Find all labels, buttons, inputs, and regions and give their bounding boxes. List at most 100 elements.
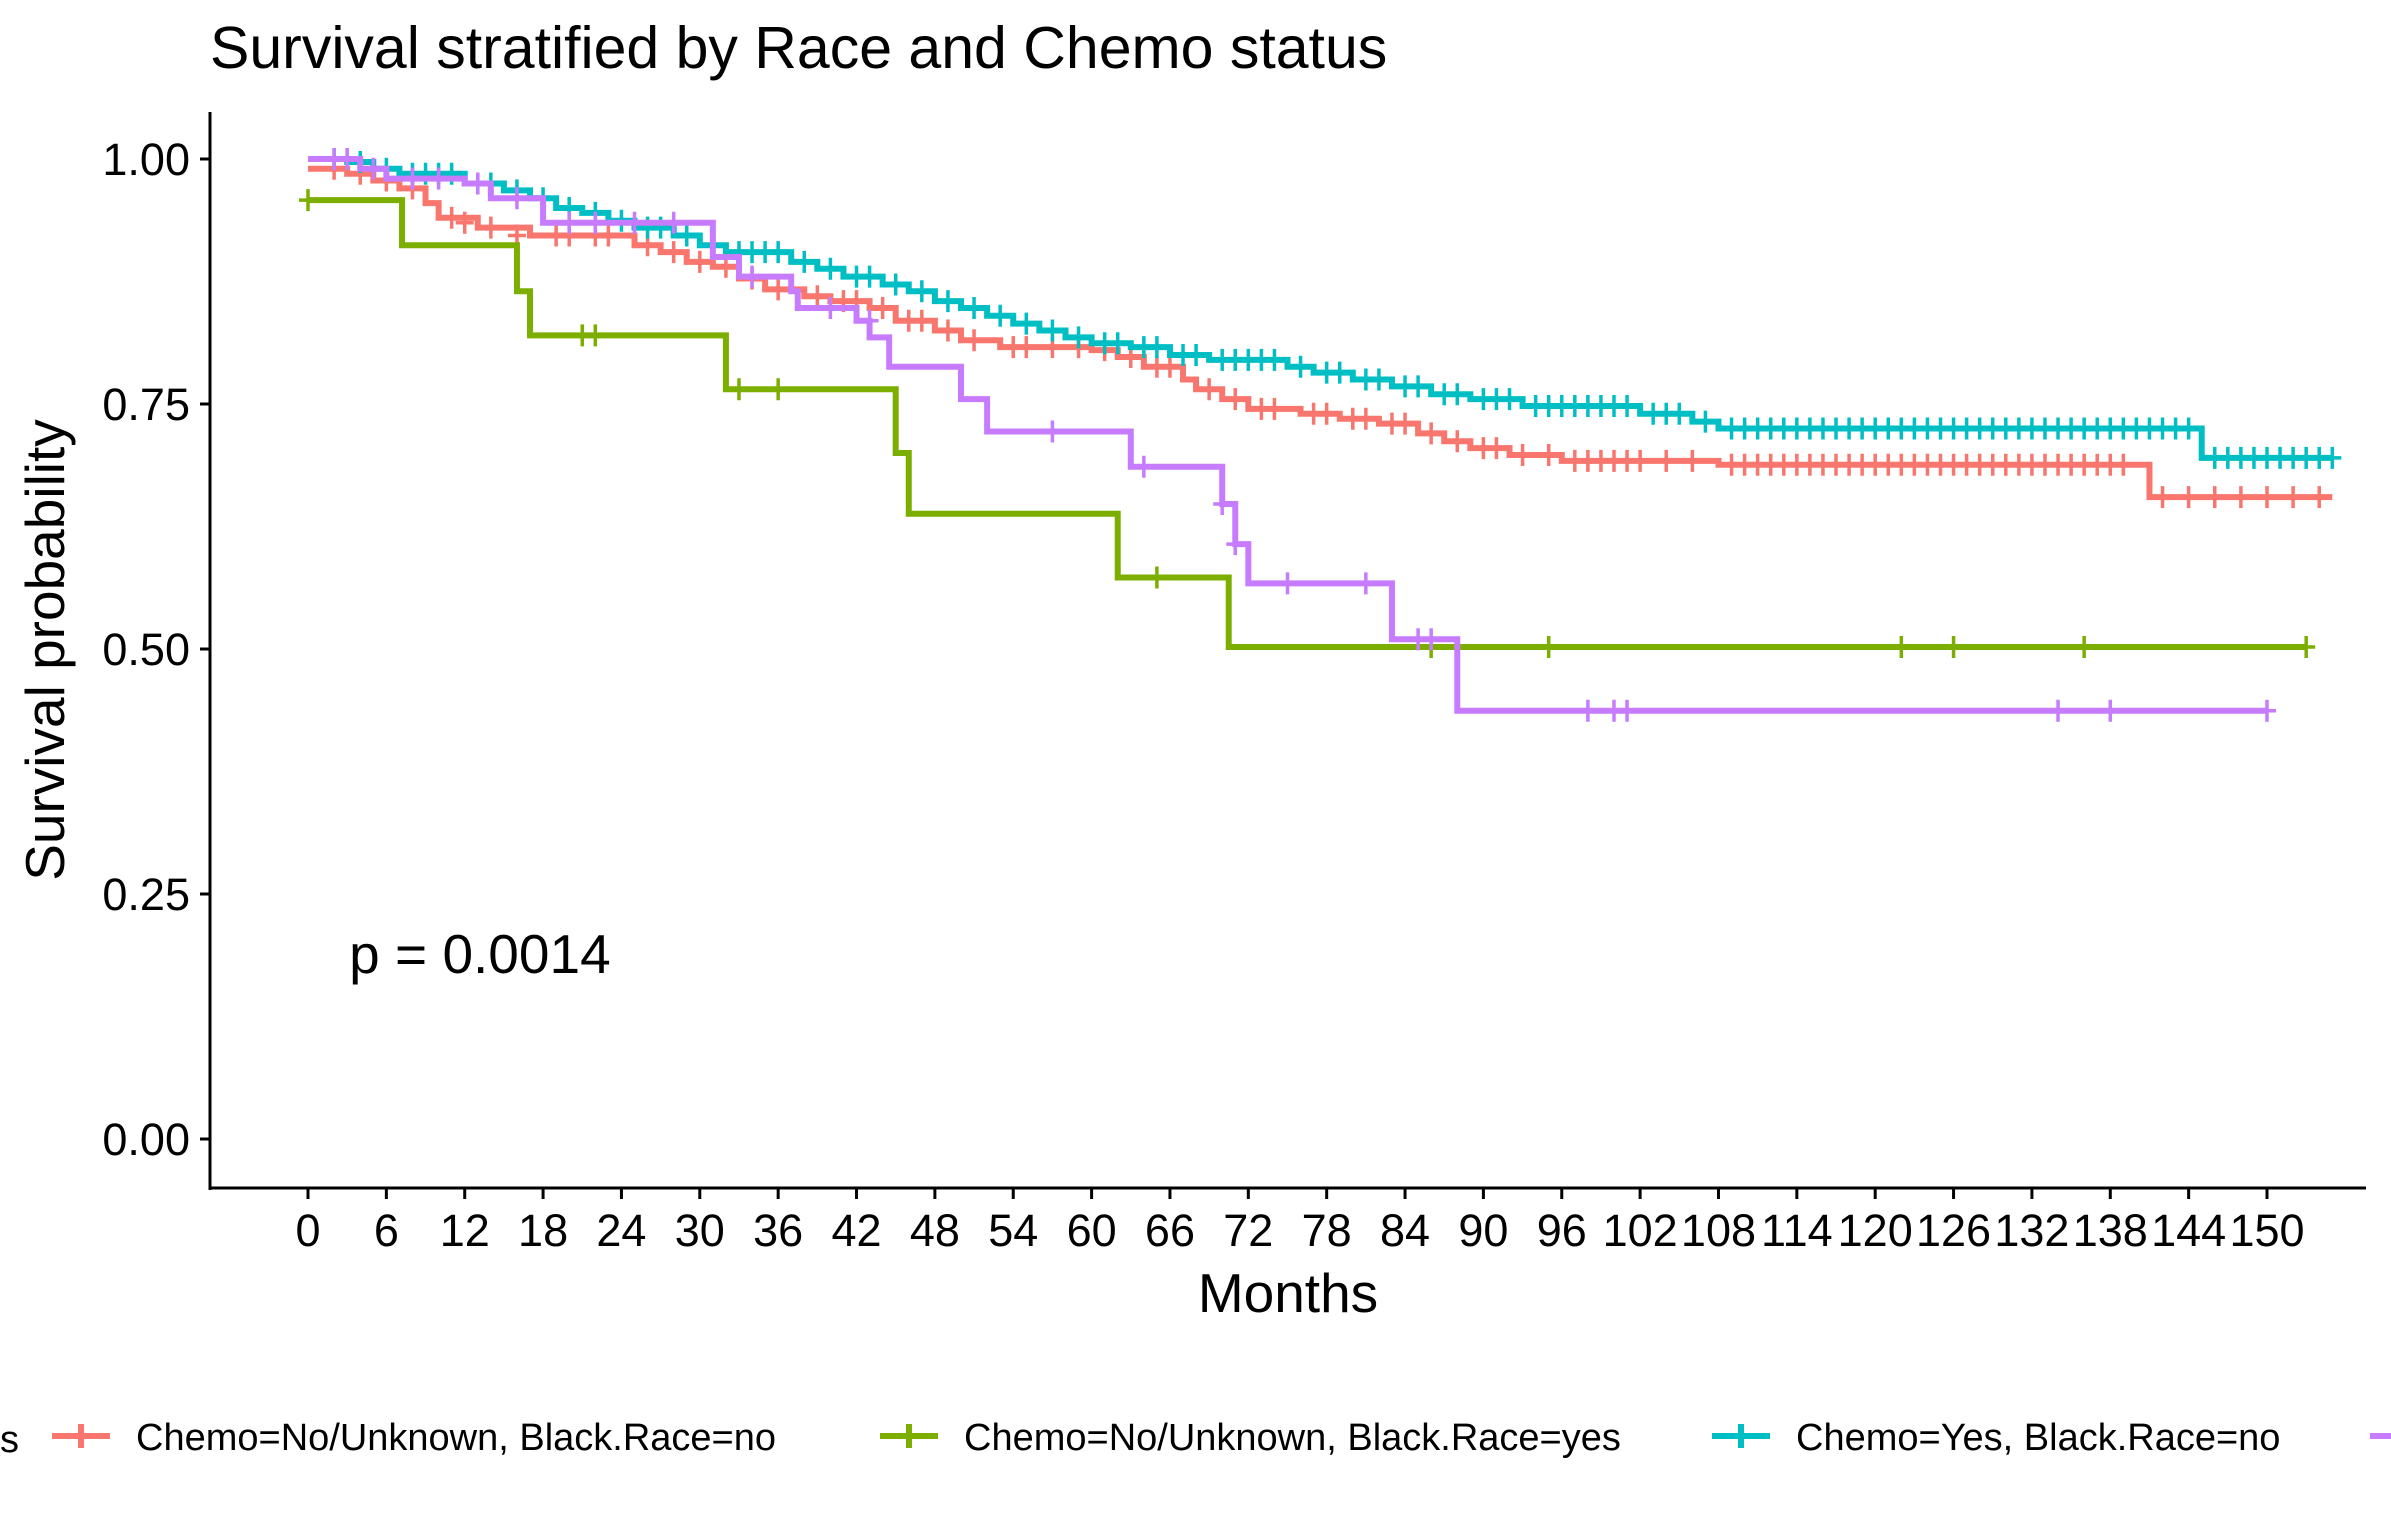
censor-mark bbox=[1631, 449, 1650, 472]
censor-mark bbox=[1356, 572, 1375, 595]
series-3 bbox=[308, 148, 2276, 722]
censor-mark bbox=[912, 309, 931, 332]
censor-mark bbox=[1422, 628, 1441, 651]
censor-mark bbox=[912, 280, 931, 303]
survival-curve-3 bbox=[308, 156, 2267, 714]
legend-label-0: Chemo=No/Unknown, Black.Race=no bbox=[136, 1417, 776, 1459]
censor-mark bbox=[1448, 383, 1467, 406]
censor-mark bbox=[743, 265, 762, 288]
censor-mark bbox=[1448, 430, 1467, 453]
censor-mark bbox=[1409, 375, 1428, 398]
censor-mark bbox=[1618, 699, 1637, 722]
censor-mark bbox=[1696, 410, 1715, 433]
censor-mark bbox=[1134, 455, 1153, 478]
censor-mark bbox=[1657, 449, 1676, 472]
censor-mark bbox=[468, 172, 487, 195]
censor-mark bbox=[1017, 336, 1036, 359]
censor-mark bbox=[821, 257, 840, 280]
censor-mark bbox=[586, 324, 605, 347]
censor-mark bbox=[821, 296, 840, 319]
censor-mark bbox=[1317, 402, 1336, 425]
censor-mark bbox=[769, 241, 788, 264]
censor-mark bbox=[1369, 368, 1388, 391]
x-tick-label: 54 bbox=[988, 1205, 1038, 1256]
censor-mark bbox=[2205, 486, 2224, 509]
survival-curve-2 bbox=[308, 156, 2333, 461]
censor-mark bbox=[664, 211, 683, 234]
legend-label-1: Chemo=No/Unknown, Black.Race=yes bbox=[964, 1417, 1621, 1459]
censor-mark bbox=[403, 167, 422, 190]
x-tick-label: 126 bbox=[1916, 1205, 1991, 1256]
censor-mark bbox=[795, 250, 814, 273]
survival-curve-1 bbox=[308, 197, 2307, 651]
censor-mark bbox=[1513, 443, 1532, 466]
censor-mark bbox=[1578, 699, 1597, 722]
x-tick-label: 36 bbox=[753, 1205, 803, 1256]
censor-mark bbox=[625, 211, 644, 234]
x-tick-label: 78 bbox=[1302, 1205, 1352, 1256]
censor-mark bbox=[860, 265, 879, 288]
censor-mark bbox=[664, 241, 683, 264]
censor-mark bbox=[1396, 412, 1415, 435]
y-tick-label: 0.50 bbox=[102, 624, 190, 675]
censor-mark bbox=[1291, 355, 1310, 378]
censor-mark bbox=[729, 378, 748, 401]
censor-mark bbox=[2258, 486, 2276, 509]
censor-mark bbox=[364, 157, 383, 180]
x-tick-label: 120 bbox=[1838, 1205, 1913, 1256]
x-tick-label: 12 bbox=[440, 1205, 490, 1256]
y-tick-label: 0.75 bbox=[102, 379, 190, 430]
y-tick-label: 0.00 bbox=[102, 1114, 190, 1165]
x-tick-label: 132 bbox=[1994, 1205, 2069, 1256]
y-axis-title: Survival probability bbox=[14, 419, 76, 881]
series-0 bbox=[308, 157, 2333, 509]
x-tick-label: 144 bbox=[2151, 1205, 2226, 1256]
censor-mark bbox=[938, 319, 957, 342]
censor-mark bbox=[769, 278, 788, 301]
x-tick-label: 102 bbox=[1603, 1205, 1678, 1256]
censor-mark bbox=[507, 187, 526, 210]
censor-mark bbox=[1539, 636, 1558, 659]
x-axis-ticks: 0 6 12 18 24 30 36 42 48 54 60 66 72 78 84 90 96 102 108 11… bbox=[295, 1188, 2305, 1256]
censor-mark bbox=[1892, 636, 1911, 659]
censor-mark bbox=[1539, 443, 1558, 466]
censor-mark bbox=[1422, 422, 1441, 445]
x-tick-label: 138 bbox=[2073, 1205, 2148, 1256]
y-tick-label: 1.00 bbox=[102, 134, 190, 185]
censor-mark bbox=[455, 211, 474, 234]
censor-mark bbox=[860, 309, 879, 332]
x-tick-label: 48 bbox=[910, 1205, 960, 1256]
censor-mark bbox=[677, 224, 696, 247]
censor-mark bbox=[442, 206, 461, 229]
x-tick-label: 6 bbox=[374, 1205, 399, 1256]
censor-mark bbox=[2114, 453, 2133, 476]
x-tick-label: 108 bbox=[1681, 1205, 1756, 1256]
censor-mark bbox=[1330, 361, 1349, 384]
censor-mark bbox=[599, 224, 618, 247]
y-tick-label: 0.25 bbox=[102, 869, 190, 920]
censor-mark bbox=[690, 250, 709, 273]
legend-key-0 bbox=[52, 1424, 110, 1448]
censor-mark bbox=[1187, 344, 1206, 366]
p-value-annotation: p = 0.0014 bbox=[349, 923, 611, 985]
censor-mark bbox=[2297, 636, 2316, 659]
x-axis-title: Months bbox=[1198, 1262, 1378, 1324]
censor-mark bbox=[1500, 388, 1519, 411]
x-tick-label: 42 bbox=[831, 1205, 881, 1256]
censor-mark bbox=[299, 189, 317, 212]
censor-mark bbox=[2310, 486, 2329, 509]
x-tick-label: 0 bbox=[295, 1205, 320, 1256]
x-tick-label: 84 bbox=[1380, 1205, 1430, 1256]
censor-mark bbox=[1944, 636, 1963, 659]
series-2 bbox=[308, 148, 2342, 469]
censor-mark bbox=[1487, 437, 1506, 460]
censor-mark bbox=[1160, 355, 1179, 378]
censor-mark bbox=[338, 148, 357, 170]
censor-mark bbox=[2101, 699, 2120, 722]
censor-mark bbox=[1226, 533, 1245, 556]
censor-mark bbox=[1069, 326, 1088, 349]
censor-mark bbox=[586, 211, 605, 234]
censor-mark bbox=[1265, 348, 1284, 371]
series-1 bbox=[299, 189, 2316, 659]
